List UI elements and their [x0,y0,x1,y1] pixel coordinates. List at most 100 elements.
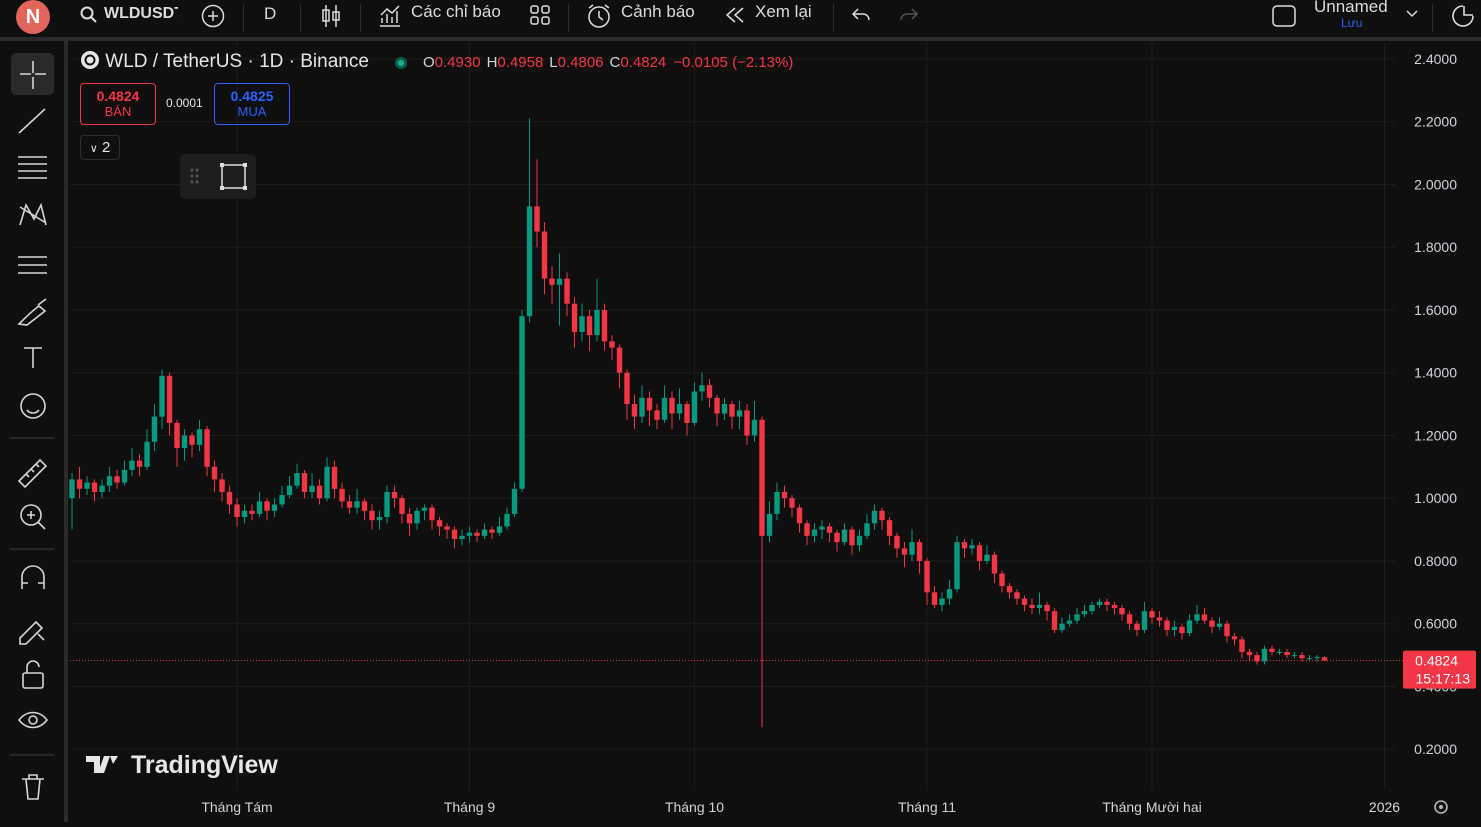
candle-body [1029,604,1035,609]
text-tool[interactable] [24,347,42,368]
candle-body [834,532,840,543]
save-button[interactable]: Lưu [1341,16,1363,30]
candle-body [256,501,263,514]
candle-body [999,573,1005,587]
separator [833,4,834,32]
undo[interactable] [850,5,872,25]
add-symbol[interactable] [200,3,226,29]
lock-drawing-tool[interactable] [19,620,45,645]
layout-name[interactable]: Unnamed [1314,0,1388,16]
candle-body [91,482,98,492]
candle-body [271,504,278,511]
magnet-tool[interactable] [21,565,45,589]
candle-body [249,510,255,514]
y-tick-label: 2.2000 [1414,114,1457,130]
toolbar-border [0,37,1481,41]
candle-body [84,482,90,489]
candle-body [204,429,210,467]
pattern-tool[interactable] [19,202,47,226]
candle-body [504,513,510,527]
candle-body [121,469,128,483]
visibility-tool[interactable] [17,711,49,729]
forecast-tool[interactable] [18,256,47,274]
indicators-count: 2 [101,139,111,156]
sell-label: BÁN [104,104,132,119]
quick-search[interactable] [1450,3,1476,29]
candle-body [639,397,645,417]
candle-body [406,513,413,524]
candle-body [1291,655,1298,657]
candle-body [481,529,488,536]
candle-body [759,419,765,536]
candle-body [1119,608,1125,615]
delete-tool[interactable] [22,774,44,800]
candle-body [391,491,398,499]
candle-body [174,422,180,449]
chart-type-icon[interactable] [320,3,342,29]
candle-body [1276,651,1283,653]
buy-button[interactable]: 0.4825 MUA [214,83,290,125]
candle-body [556,278,563,285]
candle-body [646,397,653,411]
candle-body [744,410,750,436]
replay-button[interactable]: Xem lại [755,2,812,21]
candle-body [376,517,383,521]
trend-line-tool[interactable] [18,108,46,134]
x-tick-label: Tháng 11 [898,799,956,815]
y-tick-label: 1.0000 [1414,490,1457,506]
watermark-logo [86,756,118,773]
fib-tool[interactable] [18,156,47,179]
crosshair-tool[interactable] [20,61,46,89]
sell-button[interactable]: 0.4824 BÁN [80,83,156,125]
candle-body [384,491,390,518]
settings-icon[interactable] [1434,800,1448,814]
candle-body [1194,614,1200,621]
candle-body [819,526,825,530]
redo[interactable] [898,5,920,25]
drawing-tools [10,53,54,800]
ruler-tool[interactable] [17,458,48,489]
candle-body [421,507,428,511]
candle-body [939,598,945,605]
lock-tool[interactable] [22,672,44,689]
avatar[interactable]: N [16,0,50,34]
symbol-search[interactable]: WLDUSDT [104,5,178,22]
emoji-tool[interactable] [20,393,46,419]
x-tick-label: Tháng 9 [444,799,496,815]
candle-body [436,520,443,527]
layout-menu[interactable] [1405,8,1419,20]
candle-body [1081,611,1088,615]
indicators-toggle[interactable]: ∨ 2 [80,135,120,160]
brush-tool[interactable] [17,298,47,326]
indicators-button[interactable]: Các chỉ báo [411,2,501,21]
alert-icon [588,4,610,28]
zoom-tool[interactable] [20,504,42,526]
candle-body [916,542,923,561]
candle-body [736,410,743,417]
candle-body [871,510,878,524]
legend-key: O [423,54,435,71]
candle-body [1201,614,1208,621]
x-tick-label: Tháng 10 [665,799,724,815]
market-status[interactable] [395,57,407,69]
candle-body [429,507,435,521]
separator [1432,4,1433,32]
layout-icon[interactable] [1271,3,1297,29]
templates-icon[interactable] [528,3,552,27]
interval[interactable]: D [264,4,277,23]
candle-body [609,341,615,348]
x-tick-label: Tháng Tám [201,799,272,815]
crosshair-tool-bg [11,53,54,95]
replay-icon [725,7,744,23]
candle-body [1284,651,1290,656]
candle-body [316,485,323,499]
alerts-button[interactable]: Cảnh báo [621,2,695,21]
candle-body [189,435,195,445]
candle-body [1141,611,1148,630]
candle-body [706,385,713,398]
candle-body [669,397,675,414]
settings-gear[interactable] [1434,800,1448,814]
search-icon [80,6,97,23]
legend-value: 0.4958 [497,54,544,71]
